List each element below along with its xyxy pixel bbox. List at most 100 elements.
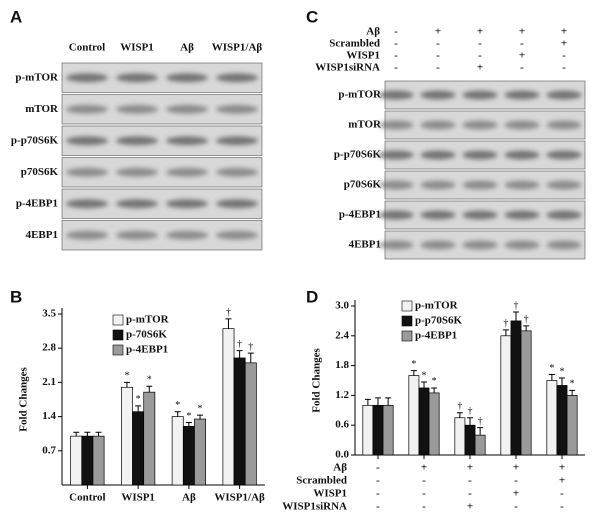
condition-label: Scrambled [296, 475, 347, 487]
condition-sign: - [478, 50, 482, 62]
condition-sign: - [478, 38, 482, 50]
legend-label: p-mTOR [126, 314, 170, 326]
blot-band [66, 104, 108, 114]
condition-sign: - [436, 62, 440, 74]
error-bar [385, 397, 392, 406]
blot-band [66, 73, 108, 83]
bar [132, 411, 145, 486]
y-tick-label: 0.7 [42, 444, 56, 456]
bar [500, 335, 512, 456]
condition-sign: - [562, 50, 566, 62]
panel-label: D [306, 287, 318, 306]
y-tick-label: 2.4 [335, 329, 349, 341]
error-bar [548, 374, 555, 381]
blot-band [116, 199, 158, 209]
blot-band [420, 150, 456, 160]
condition-sign: - [422, 475, 426, 487]
blot-band [216, 136, 258, 146]
significance-marker: † [248, 341, 253, 352]
error-bar [456, 412, 463, 418]
error-bar [375, 397, 381, 406]
error-bar [364, 398, 371, 406]
blot-band [378, 120, 414, 130]
legend-swatch [401, 300, 413, 312]
error-bar [559, 377, 565, 386]
bar [121, 386, 133, 486]
error-bar [421, 381, 427, 388]
condition-sign: + [561, 26, 567, 38]
significance-marker: * [136, 394, 141, 405]
error-bar [146, 385, 153, 393]
x-tick-label: WISP1 [121, 492, 155, 504]
error-bar [513, 311, 519, 321]
legend-label: p-70S6K [126, 329, 167, 341]
error-bar [123, 381, 130, 388]
blot-band [116, 167, 158, 177]
significance-marker: * [124, 371, 129, 382]
condition-label: WISP1siRNA [315, 62, 380, 74]
x-tick-label: WISP1/Aβ [214, 492, 265, 504]
blot-band [462, 180, 498, 190]
blot-label: 4EBP1 [26, 229, 58, 241]
error-bar [185, 421, 192, 427]
legend-swatch [401, 315, 413, 327]
blot-band [420, 240, 456, 250]
blot-label: p70S6K [21, 166, 59, 178]
error-bar [84, 431, 91, 437]
condition-sign: + [513, 462, 519, 474]
condition-sign: - [562, 62, 566, 74]
condition-sign: - [436, 38, 440, 50]
error-bar [569, 389, 576, 396]
blot-band [546, 210, 582, 220]
bar [382, 404, 394, 456]
condition-sign: + [477, 62, 483, 74]
legend-swatch [401, 330, 413, 342]
significance-marker: * [147, 375, 152, 386]
blot-band [462, 240, 498, 250]
legend-swatch [112, 329, 124, 341]
condition-sign: - [468, 488, 472, 500]
significance-marker: * [549, 363, 554, 374]
significance-marker: * [560, 366, 565, 377]
bar [520, 330, 532, 456]
blot-band [462, 120, 498, 130]
y-tick-label: 0.6 [335, 419, 349, 431]
error-bar [467, 417, 473, 426]
blot-band [166, 104, 208, 114]
condition-sign: - [520, 38, 524, 50]
panel-label: C [306, 7, 318, 26]
error-bar [502, 329, 509, 336]
y-axis-label: Fold Changes [18, 367, 30, 432]
significance-marker: * [432, 376, 437, 387]
significance-marker: * [175, 400, 180, 411]
blot-band [546, 90, 582, 100]
blot-band [504, 240, 540, 250]
bar [244, 362, 257, 486]
bar [233, 357, 246, 486]
y-tick-label: 1.4 [42, 410, 56, 422]
condition-sign: + [559, 475, 565, 487]
legend-swatch [112, 344, 124, 356]
condition-sign: - [468, 475, 472, 487]
condition-sign: + [467, 501, 473, 513]
condition-sign: - [376, 488, 380, 500]
significance-marker: * [570, 379, 575, 390]
y-tick-label: 3.5 [42, 308, 56, 320]
significance-marker: † [237, 339, 242, 350]
blot-band [378, 240, 414, 250]
bar [70, 435, 83, 486]
bar [418, 387, 430, 456]
blot-band [504, 210, 540, 220]
y-tick-label: 1.2 [335, 389, 349, 401]
x-tick-label: Control [69, 492, 105, 504]
blot-band [166, 230, 208, 240]
condition-sign: - [376, 475, 380, 487]
blot-band [66, 136, 108, 146]
bar [182, 426, 195, 486]
condition-sign: + [519, 50, 525, 62]
blot-band [462, 150, 498, 160]
blot-band [166, 167, 208, 177]
significance-marker: * [411, 359, 416, 370]
blot-band [546, 120, 582, 130]
lane-label: WISP1 [120, 42, 154, 54]
